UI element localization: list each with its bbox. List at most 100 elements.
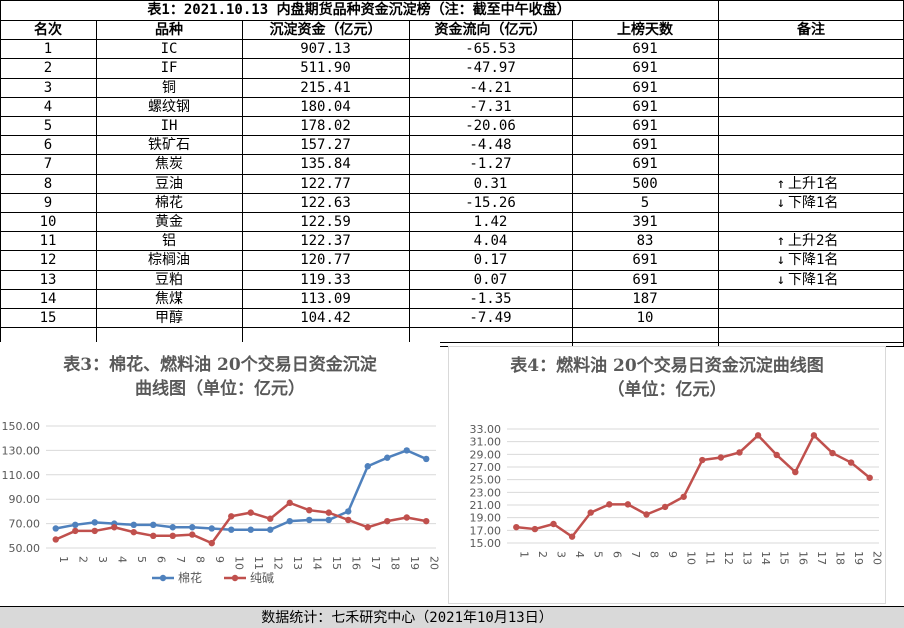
- x-tick-label: 4: [573, 551, 586, 558]
- table-cell: 6: [43, 137, 53, 153]
- data-point: [208, 525, 215, 532]
- x-tick-label: 6: [610, 551, 623, 558]
- data-point: [364, 463, 371, 470]
- table-cell: 焦炭: [155, 156, 183, 172]
- data-point: [699, 456, 706, 464]
- grid-hline: [0, 97, 904, 98]
- data-point: [717, 454, 725, 461]
- header-cell: 资金流向（亿元）: [434, 22, 547, 38]
- arrow-down-icon: ↓: [776, 272, 786, 288]
- y-tick-label: 130.00: [2, 444, 41, 457]
- y-tick-label: 90.00: [9, 493, 41, 506]
- x-tick-label: 7: [629, 551, 642, 558]
- data-point: [325, 509, 332, 516]
- data-point: [325, 516, 332, 524]
- x-tick-label: 19: [408, 556, 421, 570]
- x-tick-label: 16: [349, 556, 362, 570]
- grid-hline: [0, 174, 904, 175]
- data-point: [773, 451, 780, 459]
- chart-3: 表3：棉花、燃料油 20个交易日资金沉淀曲线图（单位：亿元） 50.00 70.00…: [2, 354, 441, 585]
- series-line: [55, 449, 427, 531]
- x-tick-label: 11: [252, 556, 265, 570]
- remark-cell: [788, 155, 898, 173]
- data-point: [247, 526, 254, 533]
- header-cell: 品种: [155, 22, 183, 38]
- data-point: [169, 532, 176, 539]
- table-cell: -20.06: [465, 118, 516, 134]
- table-cell: 豆油: [155, 176, 183, 192]
- grid-hline: [0, 0, 904, 1]
- x-tick-label: 10: [685, 551, 698, 565]
- remark-cell: [788, 40, 898, 58]
- data-point: [286, 517, 293, 525]
- grid-vline: [0, 0, 1, 346]
- table-cell: -47.97: [465, 60, 516, 76]
- table-cell: 104.42: [300, 310, 351, 326]
- data-point: [423, 455, 430, 463]
- table-cell: IH: [160, 118, 178, 134]
- grid-hline: [0, 78, 904, 79]
- data-point: [91, 527, 98, 535]
- table-cell: -15.26: [465, 195, 516, 211]
- data-point: [624, 501, 632, 508]
- y-tick-label: 25.00: [470, 474, 502, 487]
- table-title: 表1：2021.10.13 内盘期货品种资金沉淀榜（注：截至中午收盘）: [147, 2, 571, 18]
- table-cell: 棉花: [155, 195, 183, 211]
- data-point: [754, 432, 762, 439]
- table-cell: 9: [43, 195, 53, 211]
- x-tick-label: 17: [815, 551, 828, 565]
- table-cell: 187: [632, 291, 658, 307]
- data-point: [423, 517, 430, 525]
- table-cell: 焦煤: [155, 291, 183, 307]
- x-tick-label: 8: [193, 556, 206, 563]
- table-cell: -1.35: [469, 291, 512, 307]
- table-cell: 铜: [162, 80, 176, 96]
- table-cell: 907.13: [300, 41, 351, 57]
- x-tick-label: 4: [115, 556, 128, 563]
- table-cell: 691: [632, 137, 658, 153]
- remark-cell: [788, 309, 898, 327]
- remark-cell: [788, 290, 898, 308]
- table-cell: -4.21: [469, 80, 512, 96]
- y-tick-label: 21.00: [470, 499, 502, 512]
- y-tick-label: 27.00: [470, 461, 502, 474]
- x-tick-label: 12: [271, 556, 284, 570]
- x-tick-label: 16: [796, 551, 809, 565]
- data-point: [643, 511, 650, 518]
- data-point: [403, 514, 410, 521]
- data-point: [550, 520, 557, 528]
- chart-title: 表4：燃料油 20个交易日资金沉淀曲线图: [510, 355, 823, 376]
- legend-label: 棉花: [178, 570, 202, 585]
- data-point: [568, 533, 576, 540]
- y-tick-label: 19.00: [470, 512, 502, 525]
- header-cell: 上榜天数: [617, 22, 673, 38]
- y-tick-label: 33.00: [470, 423, 502, 436]
- data-point: [384, 454, 391, 461]
- data-point: [866, 474, 873, 481]
- table-cell: 3: [43, 80, 53, 96]
- data-point: [736, 449, 743, 456]
- data-point: [189, 531, 196, 538]
- x-tick-label: 5: [592, 551, 605, 558]
- table-cell: 691: [632, 80, 658, 96]
- table-cell: 691: [632, 252, 658, 268]
- x-tick-label: 17: [369, 556, 382, 570]
- remark-cell: [788, 79, 898, 97]
- data-point: [661, 503, 669, 511]
- grid-hline: [0, 58, 904, 59]
- x-tick-label: 3: [555, 551, 568, 558]
- legend-marker: [159, 574, 167, 582]
- data-point: [384, 517, 391, 525]
- data-point: [606, 501, 613, 508]
- arrow-down-icon: ↓: [776, 195, 786, 211]
- x-tick-label: 11: [703, 551, 716, 565]
- grid-vline: [96, 20, 97, 346]
- table-cell: 135.84: [300, 156, 351, 172]
- table-cell: 7: [43, 156, 53, 172]
- chart-3-panel: 表3：棉花、燃料油 20个交易日资金沉淀 曲线图（单位：亿元） 50.00 70.00…: [0, 342, 440, 604]
- y-tick-label: 50.00: [9, 542, 41, 555]
- chart-title: 曲线图（单位：亿元）: [135, 378, 305, 399]
- data-point: [345, 516, 352, 524]
- data-point: [150, 521, 157, 529]
- grid-hline: [0, 289, 904, 290]
